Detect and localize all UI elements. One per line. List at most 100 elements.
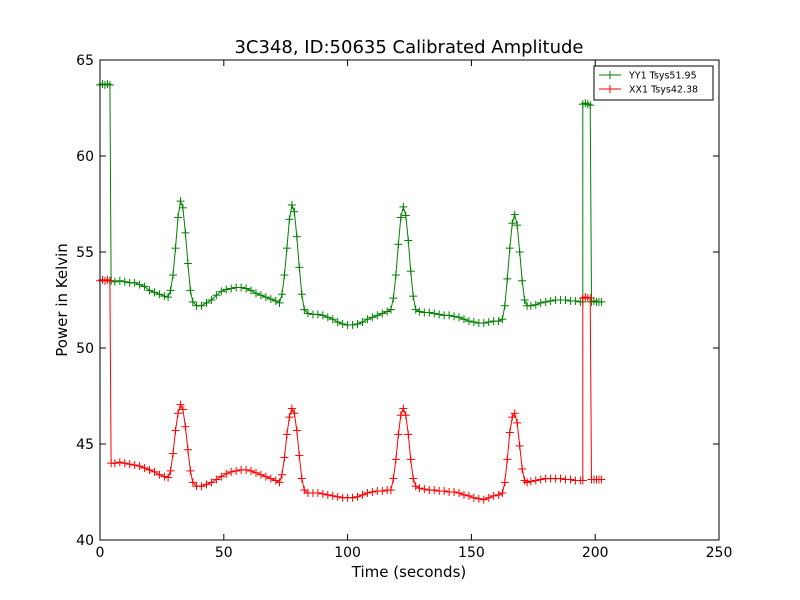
data-point-marker <box>518 464 527 473</box>
data-point-marker <box>256 291 265 300</box>
data-point-marker <box>363 315 372 324</box>
data-point-marker <box>186 466 195 475</box>
data-point-marker <box>498 488 507 497</box>
legend-entry: XX1 Tsys42.38 <box>599 85 698 96</box>
data-point-marker <box>297 290 306 299</box>
data-point-marker <box>378 487 387 496</box>
data-point-marker <box>251 289 260 298</box>
data-point-marker <box>130 461 139 470</box>
data-point-marker <box>277 290 286 299</box>
y-tick-label: 45 <box>76 437 94 453</box>
data-point-marker <box>207 478 216 487</box>
data-point-marker <box>503 455 512 464</box>
data-point-marker <box>430 309 439 318</box>
x-tick-label: 150 <box>458 545 485 561</box>
data-point-marker <box>520 296 529 304</box>
data-point-marker <box>378 309 387 318</box>
data-point-marker <box>242 465 251 474</box>
data-point-marker <box>323 490 332 499</box>
data-point-marker <box>333 492 342 501</box>
data-point-marker <box>450 488 459 496</box>
data-point-marker <box>373 311 382 320</box>
data-point-marker <box>110 277 119 286</box>
data-point-marker <box>494 317 503 326</box>
data-point-marker <box>531 300 540 309</box>
data-point-marker <box>353 320 362 328</box>
data-point-marker <box>110 459 119 468</box>
data-point-marker <box>546 296 555 305</box>
data-point-marker <box>115 458 124 467</box>
data-point-marker <box>578 476 587 485</box>
data-point-marker <box>489 491 498 500</box>
data-point-marker <box>282 244 291 253</box>
data-point-marker <box>464 317 473 326</box>
data-point-marker <box>171 426 180 435</box>
data-point-marker <box>295 451 304 460</box>
data-point-marker <box>386 305 395 314</box>
data-point-marker <box>237 283 246 292</box>
data-point-marker <box>479 319 488 328</box>
data-point-marker <box>295 263 304 272</box>
data-point-marker <box>526 477 535 486</box>
data-point-marker <box>510 409 519 418</box>
data-point-marker <box>178 203 187 212</box>
data-point-marker <box>474 494 483 503</box>
data-point-marker <box>197 482 206 491</box>
y-axis-label: Power in Kelvin <box>53 243 71 357</box>
data-point-marker <box>256 470 265 479</box>
data-point-marker <box>251 468 260 477</box>
data-point-marker <box>261 293 270 302</box>
data-point-marker <box>282 430 291 439</box>
data-point-marker <box>155 470 164 479</box>
data-point-marker <box>523 478 532 487</box>
data-point-marker <box>513 221 522 230</box>
data-point-marker <box>391 455 400 464</box>
data-point-marker <box>404 430 413 439</box>
data-point-marker <box>586 294 595 303</box>
data-point-marker <box>105 80 114 89</box>
data-point-marker <box>597 475 606 484</box>
data-point-marker <box>455 488 464 497</box>
data-point-marker <box>348 320 357 329</box>
data-point-marker <box>130 278 139 287</box>
data-point-marker <box>406 455 415 464</box>
data-point-marker <box>164 473 173 482</box>
data-point-marker <box>389 474 398 483</box>
data-point-marker <box>266 295 275 304</box>
data-point-marker <box>247 286 256 295</box>
data-point-marker <box>183 259 192 268</box>
data-point-marker <box>401 411 410 420</box>
data-point-marker <box>503 274 512 283</box>
data-point-marker <box>145 465 154 474</box>
data-point-marker <box>266 474 275 483</box>
data-point-marker <box>140 464 149 472</box>
data-point-marker <box>353 492 362 501</box>
data-point-marker <box>217 472 226 481</box>
y-tick-label: 40 <box>76 533 94 549</box>
legend-label: YY1 Tsys51.95 <box>628 71 697 82</box>
plot-area <box>96 80 606 504</box>
data-point-marker <box>368 313 377 322</box>
data-point-marker <box>531 476 540 485</box>
data-point-marker <box>358 490 367 499</box>
data-point-marker <box>285 215 294 224</box>
data-point-marker <box>455 313 464 322</box>
data-point-marker <box>202 480 211 489</box>
data-point-marker <box>280 271 289 280</box>
data-point-marker <box>166 466 175 475</box>
data-point-marker <box>166 286 175 295</box>
x-tick-label: 250 <box>706 545 733 561</box>
data-point-marker <box>188 478 197 487</box>
data-point-marker <box>399 404 408 413</box>
data-point-marker <box>348 493 357 502</box>
data-point-marker <box>247 466 256 475</box>
data-point-marker <box>338 320 347 328</box>
data-point-marker <box>300 305 309 314</box>
data-point-marker <box>171 244 180 253</box>
data-point-marker <box>536 475 545 484</box>
data-point-marker <box>135 462 144 471</box>
data-point-marker <box>484 318 493 327</box>
data-point-marker <box>513 418 522 427</box>
data-point-marker <box>498 315 507 324</box>
